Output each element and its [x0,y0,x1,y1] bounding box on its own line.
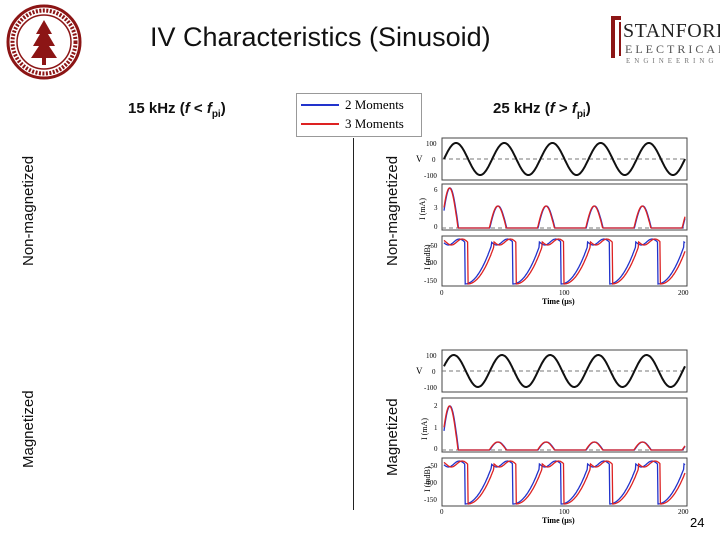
tick-label: 3 [434,204,438,212]
tick-label: -50 [428,462,438,470]
tick-label: -150 [424,496,437,504]
panel-current-db: I (mdB) -50 -100 -150 0 100 200 Time (μs… [423,457,689,525]
x-tick-label: 0 [440,508,444,516]
brand-line-3: ENGINEERING [626,57,718,65]
tick-label: 6 [434,186,438,194]
tick-label: 0 [432,368,436,376]
current-trace-3-moments [443,405,686,451]
legend-label: 2 Moments [345,97,404,112]
row-label-right-top: Non-magnetized [384,155,401,266]
plot-group-magnetized: V 100 0 -100 I (mA) 2 1 0 I (mdB) -50 -1… [416,349,689,525]
axis-label-idb: I (mdB) [423,466,432,492]
row-label-left-bottom: Magnetized [20,390,37,468]
x-tick-label: 100 [559,508,570,516]
tick-label: 100 [426,140,437,148]
x-tick-label: 200 [678,289,689,297]
x-axis-label: Time (μs) [542,297,575,306]
row-label-left-top: Non-magnetized [20,155,37,266]
brand-line-2: ELECTRICAL [625,42,720,56]
tick-label: 1 [434,424,438,432]
legend-item-3-moments: 3 Moments [301,115,404,133]
axis-label-i: I (mA) [420,418,429,440]
tick-label: 2 [434,402,438,410]
tick-label: 0 [434,223,438,231]
db-trace-3-moments [443,238,686,285]
tick-label: -150 [424,277,437,285]
axis-label-v: V [416,366,423,376]
tick-label: 100 [426,352,437,360]
legend: 2 Moments 3 Moments [296,93,422,137]
tick-label: 0 [432,156,436,164]
voltage-sinusoid [443,354,686,388]
legend-label: 3 Moments [345,116,404,131]
column-header-left: 15 kHz (f < fpi) [128,100,226,120]
row-label-right-bottom: Magnetized [384,398,401,476]
stanford-ee-logo: STANFORD ELECTRICAL ENGINEERING [605,12,720,68]
panel-current: I (mA) 6 3 0 [418,183,688,231]
column-header-right: 25 kHz (f > fpi) [493,100,591,120]
axis-label-v: V [416,154,423,164]
panel-current-db: I (mdB) -50 -100 -150 0 100 200 Time (μs… [423,235,689,306]
voltage-sinusoid [443,142,686,176]
slide-title: IV Characteristics (Sinusoid) [150,22,491,52]
tick-label: -100 [424,479,437,487]
tick-label: -100 [424,384,437,392]
panel-current: I (mA) 2 1 0 [420,397,688,453]
x-tick-label: 200 [678,508,689,516]
tick-label: -100 [424,172,437,180]
x-tick-label: 0 [440,289,444,297]
tick-label: -100 [424,259,437,267]
column-divider [353,138,354,510]
db-trace-3-moments [443,460,686,505]
brand-line-1: STANFORD [623,20,720,42]
current-trace-2-moments [443,405,686,451]
tick-label: 0 [434,445,438,453]
current-trace-3-moments [443,187,686,229]
panel-voltage: V 100 0 -100 [416,137,688,181]
x-tick-label: 100 [559,289,570,297]
plot-group-non-magnetized: V 100 0 -100 I (mA) 6 3 0 I (mdB) -50 -1… [416,137,689,306]
legend-item-2-moments: 2 Moments [301,96,404,114]
stanford-seal-logo [6,4,82,80]
legend-swatch-red [301,123,339,125]
legend-swatch-blue [301,104,339,106]
panel-voltage: V 100 0 -100 [416,349,688,393]
tick-label: -50 [428,242,438,250]
axis-label-i: I (mA) [418,198,427,220]
page-number: 24 [690,515,705,530]
axis-label-idb: I (mdB) [423,244,432,270]
x-axis-label: Time (μs) [542,516,575,525]
